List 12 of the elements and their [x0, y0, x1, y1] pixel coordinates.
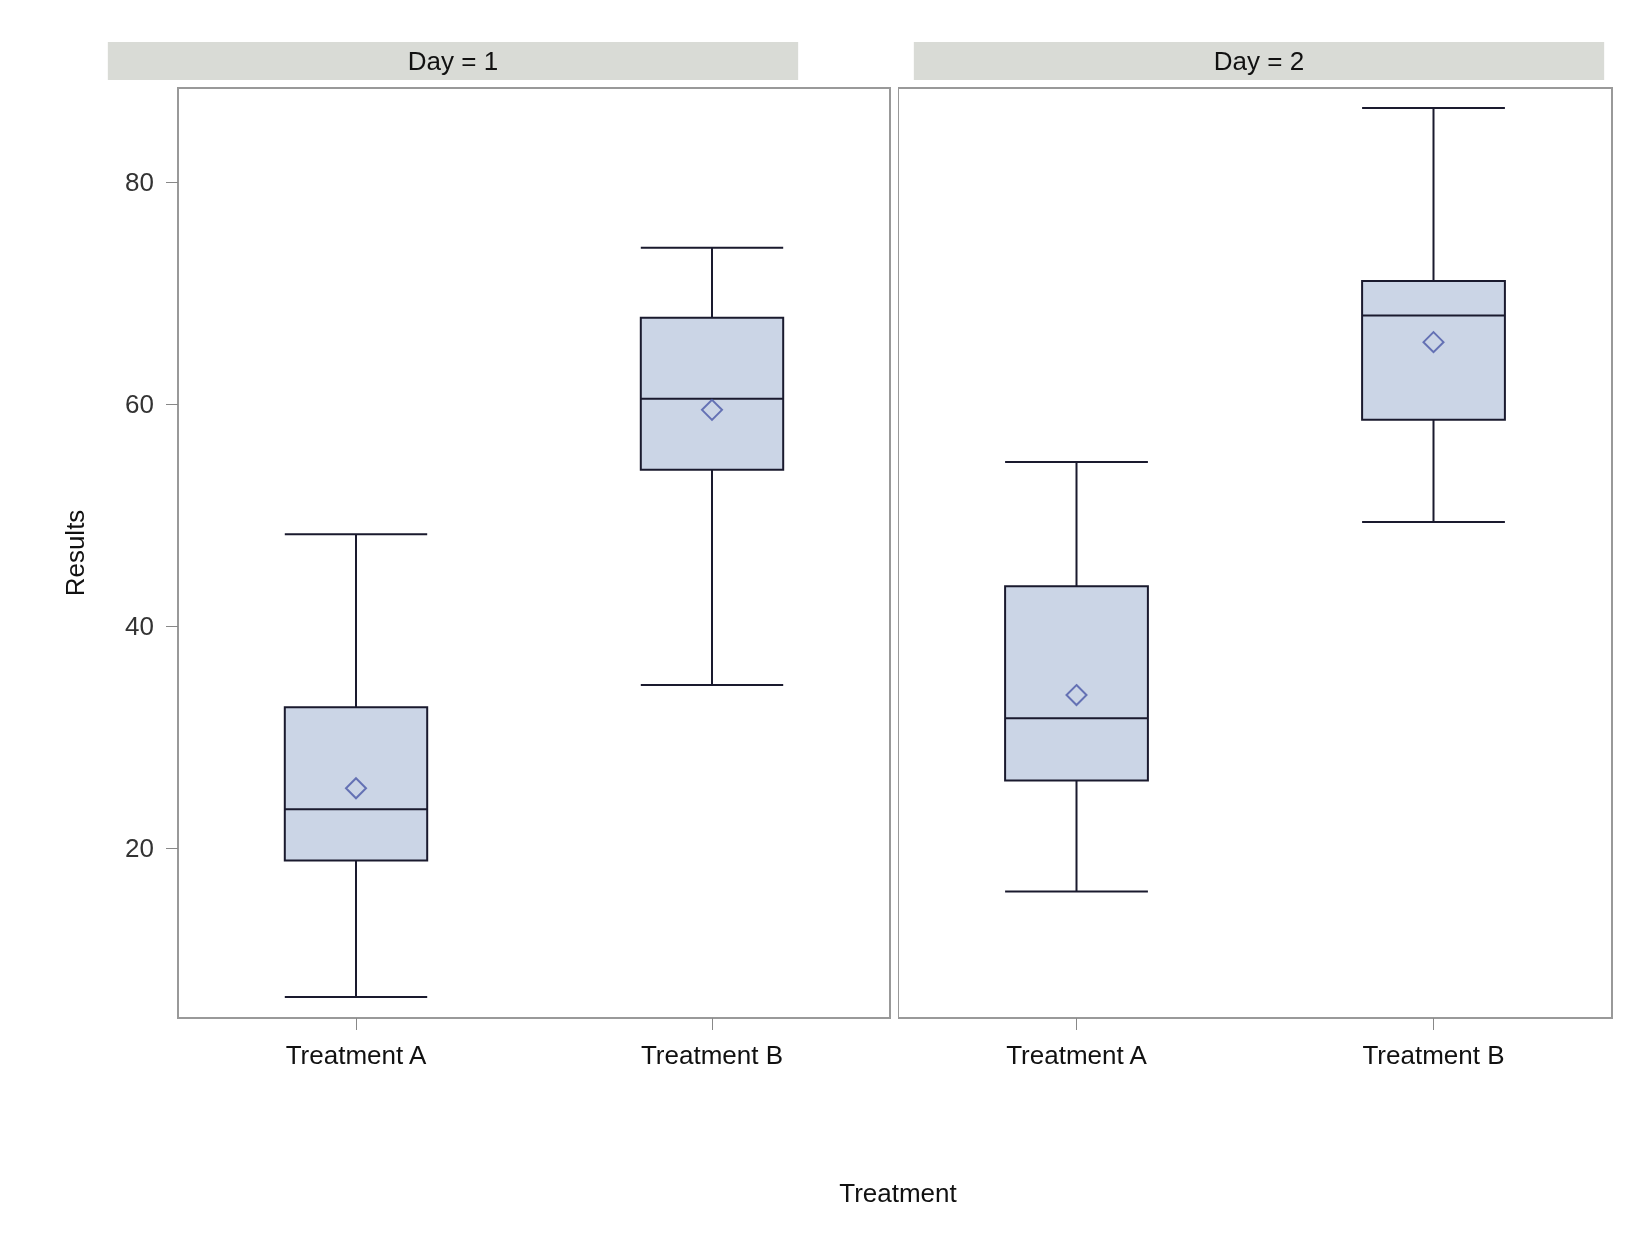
- y-tick-label: 60: [125, 389, 154, 420]
- x-axis-title: Treatment: [838, 1178, 958, 1209]
- y-tick-label: 80: [125, 167, 154, 198]
- x-tick-label: Treatment A: [285, 1040, 427, 1070]
- y-axis-title: Results: [60, 509, 90, 597]
- x-tick-label: Treatment B: [640, 1040, 784, 1070]
- chart-title: Day = 2: [1213, 46, 1305, 76]
- x-tick-label: Treatment A: [1006, 1040, 1148, 1070]
- chart-title: Day = 1: [407, 46, 499, 76]
- x-tick-label: Treatment B: [1362, 1040, 1505, 1070]
- y-tick-label: 40: [125, 611, 154, 642]
- y-tick-label: 20: [125, 833, 154, 864]
